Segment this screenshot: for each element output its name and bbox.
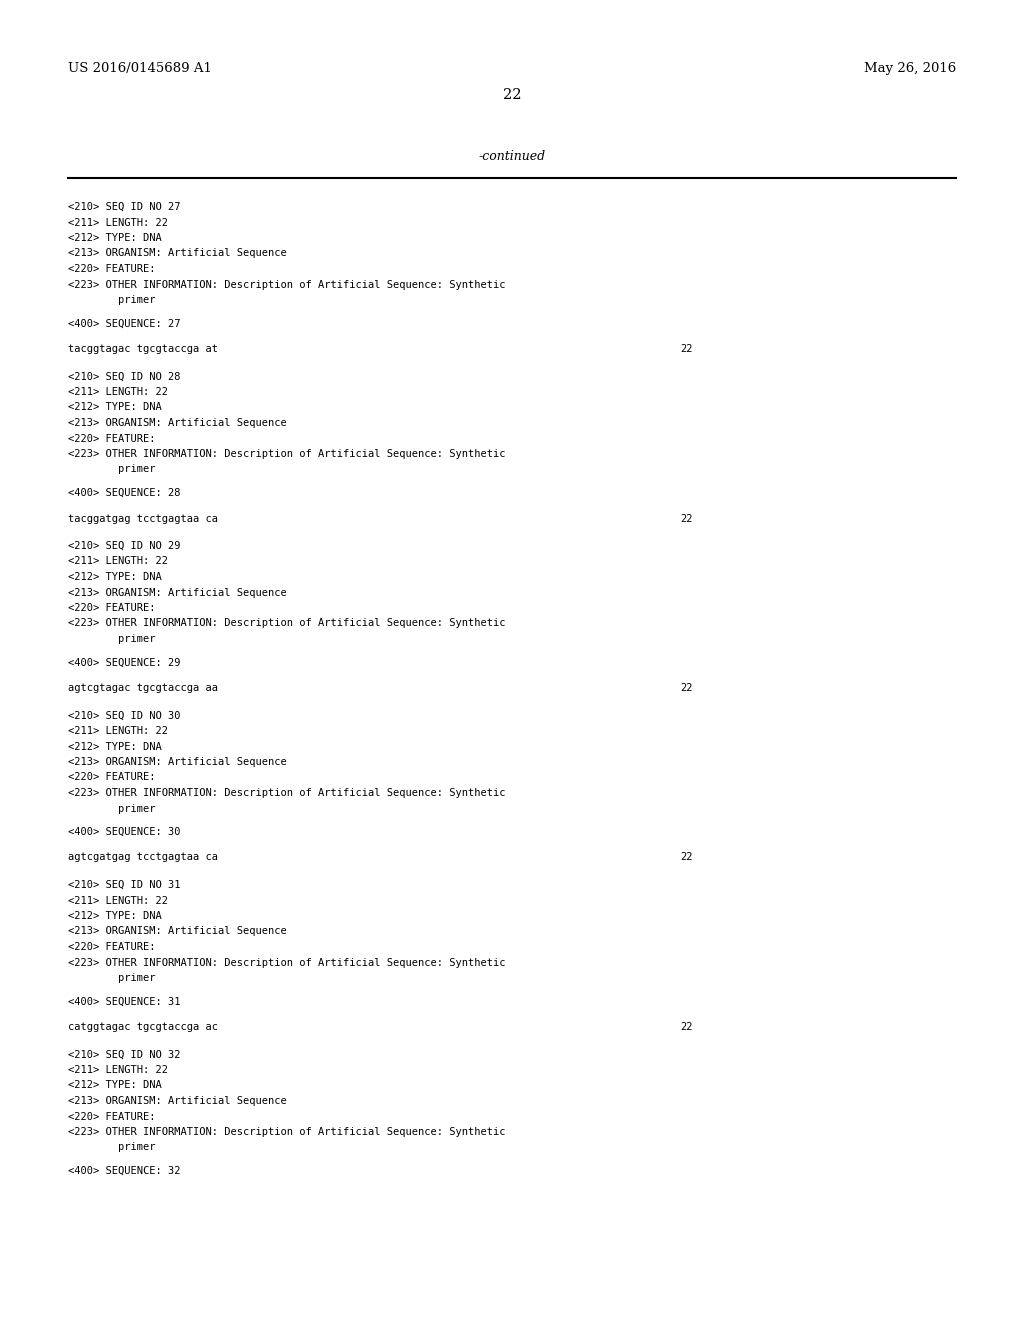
Text: <211> LENGTH: 22: <211> LENGTH: 22 [68, 1065, 168, 1074]
Text: 22: 22 [503, 88, 521, 102]
Text: <213> ORGANISM: Artificial Sequence: <213> ORGANISM: Artificial Sequence [68, 418, 287, 428]
Text: <213> ORGANISM: Artificial Sequence: <213> ORGANISM: Artificial Sequence [68, 1096, 287, 1106]
Text: <210> SEQ ID NO 31: <210> SEQ ID NO 31 [68, 880, 180, 890]
Text: primer: primer [118, 1143, 156, 1152]
Text: <223> OTHER INFORMATION: Description of Artificial Sequence: Synthetic: <223> OTHER INFORMATION: Description of … [68, 619, 506, 628]
Text: <210> SEQ ID NO 29: <210> SEQ ID NO 29 [68, 541, 180, 550]
Text: <212> TYPE: DNA: <212> TYPE: DNA [68, 403, 162, 412]
Text: <211> LENGTH: 22: <211> LENGTH: 22 [68, 726, 168, 737]
Text: <210> SEQ ID NO 32: <210> SEQ ID NO 32 [68, 1049, 180, 1060]
Text: <400> SEQUENCE: 30: <400> SEQUENCE: 30 [68, 828, 180, 837]
Text: <223> OTHER INFORMATION: Description of Artificial Sequence: Synthetic: <223> OTHER INFORMATION: Description of … [68, 957, 506, 968]
Text: 22: 22 [680, 682, 692, 693]
Text: tacggtagac tgcgtaccga at: tacggtagac tgcgtaccga at [68, 345, 218, 354]
Text: primer: primer [118, 804, 156, 813]
Text: primer: primer [118, 465, 156, 474]
Text: <213> ORGANISM: Artificial Sequence: <213> ORGANISM: Artificial Sequence [68, 587, 287, 598]
Text: tacggatgag tcctgagtaa ca: tacggatgag tcctgagtaa ca [68, 513, 218, 524]
Text: <210> SEQ ID NO 27: <210> SEQ ID NO 27 [68, 202, 180, 213]
Text: <223> OTHER INFORMATION: Description of Artificial Sequence: Synthetic: <223> OTHER INFORMATION: Description of … [68, 1127, 506, 1137]
Text: <212> TYPE: DNA: <212> TYPE: DNA [68, 911, 162, 921]
Text: <211> LENGTH: 22: <211> LENGTH: 22 [68, 557, 168, 566]
Text: primer: primer [118, 294, 156, 305]
Text: <220> FEATURE:: <220> FEATURE: [68, 264, 156, 275]
Text: <223> OTHER INFORMATION: Description of Artificial Sequence: Synthetic: <223> OTHER INFORMATION: Description of … [68, 788, 506, 799]
Text: 22: 22 [680, 1022, 692, 1032]
Text: 22: 22 [680, 345, 692, 354]
Text: -continued: -continued [478, 150, 546, 162]
Text: <223> OTHER INFORMATION: Description of Artificial Sequence: Synthetic: <223> OTHER INFORMATION: Description of … [68, 280, 506, 289]
Text: <400> SEQUENCE: 29: <400> SEQUENCE: 29 [68, 657, 180, 668]
Text: 22: 22 [680, 853, 692, 862]
Text: 22: 22 [680, 513, 692, 524]
Text: <211> LENGTH: 22: <211> LENGTH: 22 [68, 895, 168, 906]
Text: <212> TYPE: DNA: <212> TYPE: DNA [68, 572, 162, 582]
Text: <400> SEQUENCE: 32: <400> SEQUENCE: 32 [68, 1166, 180, 1176]
Text: <220> FEATURE:: <220> FEATURE: [68, 942, 156, 952]
Text: May 26, 2016: May 26, 2016 [864, 62, 956, 75]
Text: <220> FEATURE:: <220> FEATURE: [68, 1111, 156, 1122]
Text: <210> SEQ ID NO 28: <210> SEQ ID NO 28 [68, 371, 180, 381]
Text: <210> SEQ ID NO 30: <210> SEQ ID NO 30 [68, 710, 180, 721]
Text: <220> FEATURE:: <220> FEATURE: [68, 603, 156, 612]
Text: <400> SEQUENCE: 27: <400> SEQUENCE: 27 [68, 318, 180, 329]
Text: <211> LENGTH: 22: <211> LENGTH: 22 [68, 218, 168, 227]
Text: <220> FEATURE:: <220> FEATURE: [68, 772, 156, 783]
Text: <213> ORGANISM: Artificial Sequence: <213> ORGANISM: Artificial Sequence [68, 248, 287, 259]
Text: <400> SEQUENCE: 31: <400> SEQUENCE: 31 [68, 997, 180, 1006]
Text: <212> TYPE: DNA: <212> TYPE: DNA [68, 742, 162, 751]
Text: <212> TYPE: DNA: <212> TYPE: DNA [68, 1081, 162, 1090]
Text: agtcgtagac tgcgtaccga aa: agtcgtagac tgcgtaccga aa [68, 682, 218, 693]
Text: <212> TYPE: DNA: <212> TYPE: DNA [68, 234, 162, 243]
Text: agtcgatgag tcctgagtaa ca: agtcgatgag tcctgagtaa ca [68, 853, 218, 862]
Text: US 2016/0145689 A1: US 2016/0145689 A1 [68, 62, 212, 75]
Text: <223> OTHER INFORMATION: Description of Artificial Sequence: Synthetic: <223> OTHER INFORMATION: Description of … [68, 449, 506, 459]
Text: <213> ORGANISM: Artificial Sequence: <213> ORGANISM: Artificial Sequence [68, 927, 287, 936]
Text: catggtagac tgcgtaccga ac: catggtagac tgcgtaccga ac [68, 1022, 218, 1032]
Text: <220> FEATURE:: <220> FEATURE: [68, 433, 156, 444]
Text: primer: primer [118, 973, 156, 983]
Text: <400> SEQUENCE: 28: <400> SEQUENCE: 28 [68, 488, 180, 498]
Text: <213> ORGANISM: Artificial Sequence: <213> ORGANISM: Artificial Sequence [68, 756, 287, 767]
Text: primer: primer [118, 634, 156, 644]
Text: <211> LENGTH: 22: <211> LENGTH: 22 [68, 387, 168, 397]
